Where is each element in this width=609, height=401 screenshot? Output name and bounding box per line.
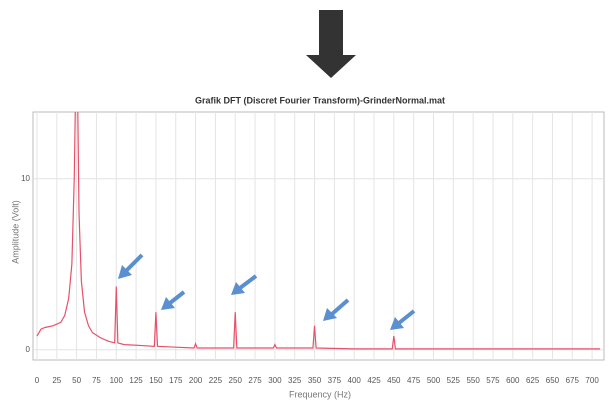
x-tick-label: 275 [248, 376, 262, 385]
chart: Grafik DFT (Discret Fourier Transform)-G… [0, 0, 609, 401]
x-tick-label: 300 [268, 376, 282, 385]
x-tick-label: 475 [407, 376, 421, 385]
x-tick-label: 600 [506, 376, 520, 385]
x-tick-label: 525 [447, 376, 461, 385]
x-tick-label: 100 [110, 376, 124, 385]
x-tick-label: 700 [585, 376, 599, 385]
x-tick-label: 350 [308, 376, 322, 385]
x-tick-label: 50 [72, 376, 81, 385]
x-tick-label: 175 [169, 376, 183, 385]
x-tick-label: 225 [209, 376, 223, 385]
x-tick-label: 675 [566, 376, 580, 385]
x-tick-label: 650 [546, 376, 560, 385]
x-axis-label: Frequency (Hz) [289, 389, 351, 399]
x-tick-label: 375 [328, 376, 342, 385]
x-tick-label: 500 [427, 376, 441, 385]
x-tick-label: 25 [52, 376, 61, 385]
x-tick-label: 75 [92, 376, 101, 385]
x-tick-label: 125 [129, 376, 143, 385]
x-tick-label: 150 [149, 376, 163, 385]
x-tick-label: 550 [466, 376, 480, 385]
chart-title: Grafik DFT (Discret Fourier Transform)-G… [195, 95, 445, 105]
plot-area [33, 112, 604, 360]
x-tick-label: 400 [348, 376, 362, 385]
y-axis-label: Amplitude (Volt) [10, 200, 20, 264]
x-tick-label: 425 [367, 376, 381, 385]
x-tick-label: 0 [35, 376, 40, 385]
x-tick-label: 200 [189, 376, 203, 385]
x-tick-label: 625 [526, 376, 540, 385]
x-tick-label: 575 [486, 376, 500, 385]
y-tick-label: 10 [21, 174, 30, 183]
x-tick-label: 450 [387, 376, 401, 385]
x-tick-label: 250 [229, 376, 243, 385]
y-tick-label: 0 [26, 345, 31, 354]
x-tick-label: 325 [288, 376, 302, 385]
